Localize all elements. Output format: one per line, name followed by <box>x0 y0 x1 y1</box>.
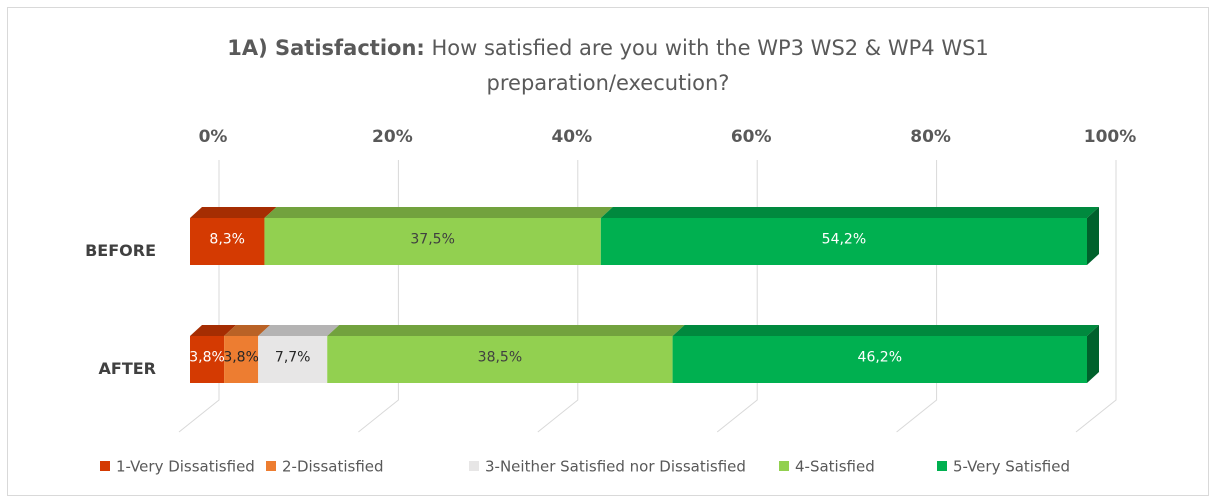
y-tick-label: BEFORE <box>85 241 156 260</box>
bar <box>190 336 225 383</box>
x-tick-label: 60% <box>731 127 772 147</box>
x-tick-label: 80% <box>910 127 951 147</box>
bar <box>672 336 1087 383</box>
bar-side <box>1087 325 1099 383</box>
legend-label: 5-Very Satisfied <box>953 458 1070 476</box>
bar-side <box>1087 207 1099 265</box>
data-label: 38,5% <box>478 350 522 366</box>
bar-top <box>224 325 271 336</box>
y-tick-label: AFTER <box>99 359 156 378</box>
legend-swatch <box>266 461 276 471</box>
x-tick-label: 100% <box>1084 127 1137 147</box>
bar <box>190 218 265 265</box>
legend-label: 1-Very Dissatisfied <box>116 458 255 476</box>
data-label: 3,8% <box>223 350 259 366</box>
chart-title: 1A) Satisfaction: How satisfied are you … <box>227 36 989 60</box>
legend-swatch <box>937 461 947 471</box>
data-label: 3,8% <box>189 350 225 366</box>
bar-top <box>258 325 340 336</box>
data-label: 7,7% <box>275 350 311 366</box>
bar-top <box>264 207 613 218</box>
bar-top <box>600 207 1099 218</box>
grid-line <box>1075 160 1117 433</box>
chart-title: preparation/execution? <box>487 71 730 95</box>
x-tick-label: 20% <box>372 127 413 147</box>
bar-top <box>190 207 277 218</box>
bar <box>600 218 1087 265</box>
legend-swatch <box>100 461 110 471</box>
x-tick-label: 0% <box>199 127 228 147</box>
legend-swatch <box>779 461 789 471</box>
data-label: 54,2% <box>822 232 866 248</box>
data-label: 37,5% <box>410 232 454 248</box>
bar-top <box>672 325 1099 336</box>
title-text: How satisfied are you with the WP3 WS2 &… <box>431 36 988 60</box>
data-label: 8,3% <box>209 232 245 248</box>
legend-label: 2-Dissatisfied <box>282 458 384 476</box>
legend-label: 4-Satisfied <box>795 458 875 476</box>
bar <box>264 218 601 265</box>
bar <box>258 336 328 383</box>
bar <box>327 336 673 383</box>
legend-swatch <box>469 461 479 471</box>
data-label: 46,2% <box>858 350 902 366</box>
legend-label: 3-Neither Satisfied nor Dissatisfied <box>485 458 746 476</box>
bar-top <box>327 325 685 336</box>
title-lead: 1A) Satisfaction: <box>227 36 425 60</box>
x-tick-label: 40% <box>551 127 592 147</box>
bar <box>224 336 259 383</box>
bar-top <box>190 325 237 336</box>
